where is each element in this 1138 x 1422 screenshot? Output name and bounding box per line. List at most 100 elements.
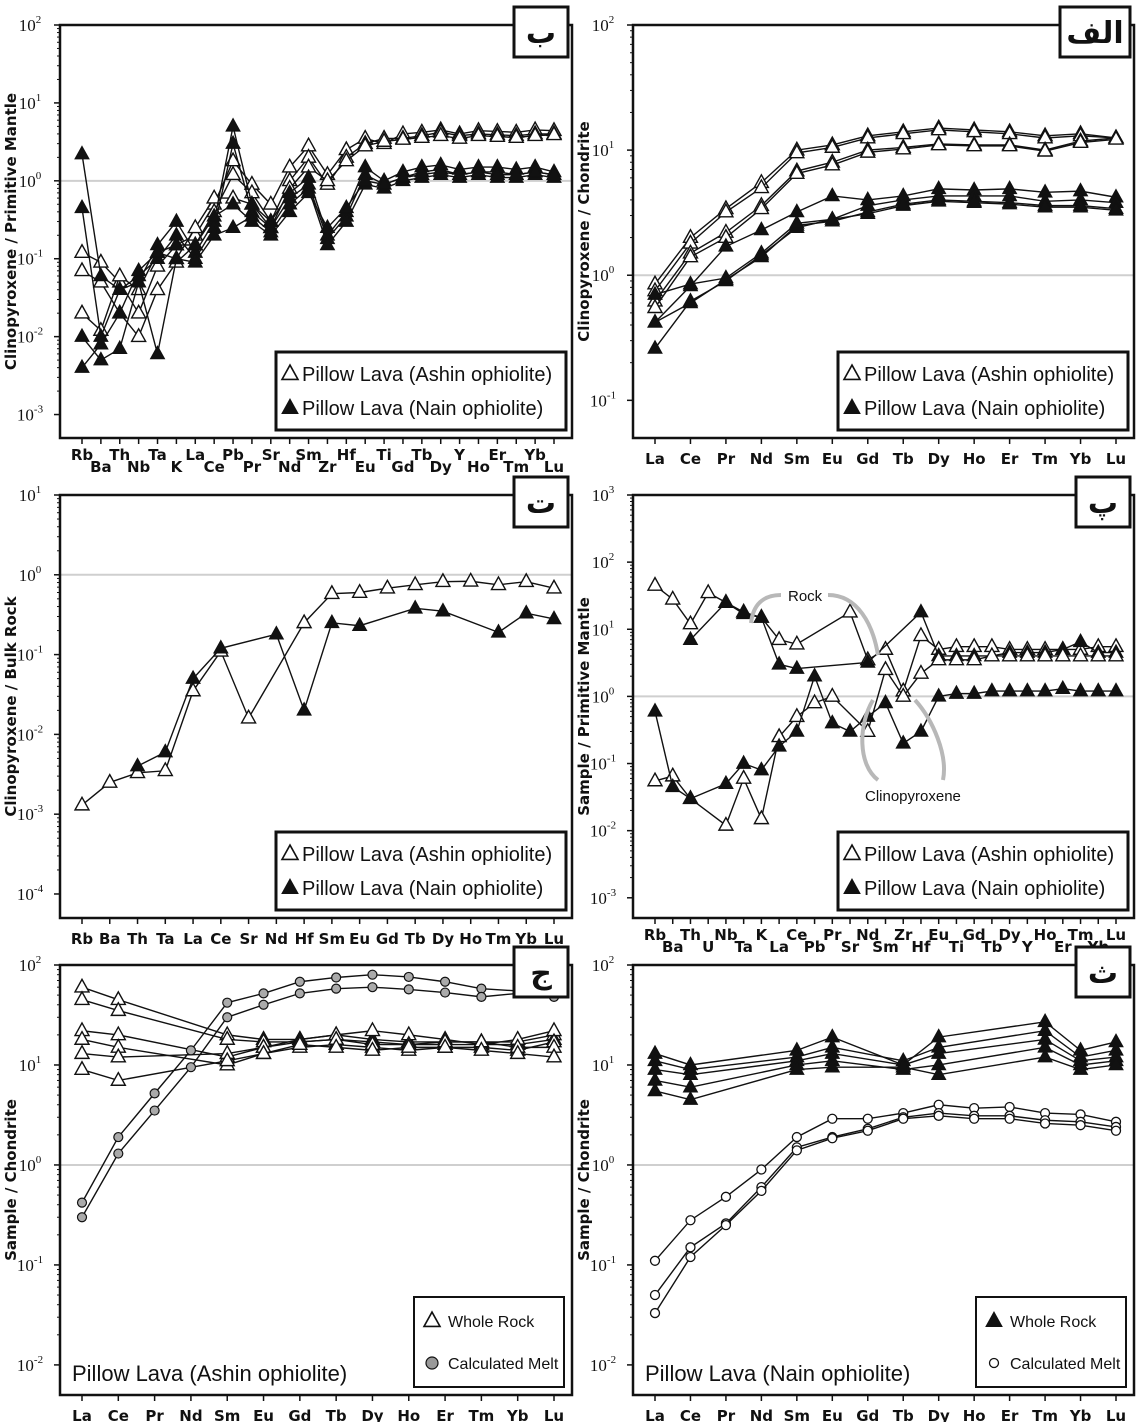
y-tick-label: 101 (19, 1054, 42, 1075)
data-point (357, 136, 374, 152)
series-2 (682, 593, 1124, 674)
data-point (518, 604, 535, 619)
y-tick-label: 10-2 (17, 723, 43, 744)
x-tick-label: Yb (1069, 450, 1092, 468)
legend-label: Pillow Lava (Nain ophiolite) (864, 878, 1105, 900)
data-point (395, 168, 411, 183)
data-point (149, 243, 166, 258)
data-point (788, 634, 806, 650)
data-point (331, 972, 342, 983)
data-point (219, 1051, 236, 1067)
series-line (654, 1104, 1117, 1262)
data-point (788, 707, 806, 723)
x-tick-label: Nd (856, 926, 879, 944)
data-point (113, 1131, 124, 1143)
data-point (788, 1060, 805, 1075)
data-point (700, 583, 717, 599)
x-tick-label: Pb (804, 938, 826, 956)
y-tick-label: 102 (592, 551, 615, 572)
series-line (654, 188, 1117, 323)
legend-symbol (842, 843, 862, 861)
legend-symbol (422, 1310, 442, 1328)
data-point (470, 126, 487, 142)
legend: Pillow Lava (Ashin ophiolite) Pillow Lava… (274, 830, 568, 912)
data-point (1001, 195, 1018, 210)
panel-tag-box (512, 945, 570, 999)
data-point (788, 143, 806, 159)
data-point (685, 1215, 696, 1226)
data-point (933, 1110, 944, 1121)
y-axis-title: Clinopyroxene / Chondrite (575, 121, 593, 341)
legend-symbol (843, 878, 861, 894)
data-point (219, 1030, 236, 1045)
x-tick-label: Lu (1106, 450, 1126, 468)
data-point (73, 1060, 91, 1076)
x-tick-label: Nb (127, 458, 151, 476)
y-tick-label: 10-1 (17, 644, 43, 665)
x-tick-label: Lu (544, 1407, 564, 1422)
data-point (895, 196, 912, 211)
data-point (111, 339, 128, 354)
data-point (1019, 682, 1036, 697)
x-tick-label: Ta (156, 930, 174, 948)
panel-note: Pillow Lava (Nain ophiolite) (645, 1361, 910, 1386)
chart-panel-6: 102 101 100 10-1 10-2 La Ce Pr Nd Sm Eu Gd Tb Dy Ho Er T… (575, 945, 1136, 1422)
data-point (295, 613, 313, 629)
series-1 (73, 571, 563, 811)
data-point (92, 253, 110, 268)
panel-tag: ت (526, 486, 556, 521)
data-point (489, 165, 506, 180)
data-point (753, 178, 770, 194)
legend-symbol (843, 398, 861, 414)
x-tick-label: Ba (90, 458, 112, 476)
data-point (509, 1044, 526, 1060)
data-point (185, 1045, 197, 1056)
y-tick-label: 103 (592, 484, 615, 505)
data-point (753, 199, 770, 215)
data-point (984, 682, 1000, 697)
y-axis-title: Sample / Primitive Mantle (575, 597, 593, 816)
data-point (1036, 646, 1054, 662)
data-point (824, 155, 841, 171)
data-point (1108, 1056, 1124, 1071)
chart-panel-3: 101 100 10-1 10-2 10-3 10-4 Rb Ba Th Ta La Ce Sr Nd Hf… (2, 475, 574, 948)
data-point (185, 1062, 197, 1073)
x-tick-label: Gd (856, 1407, 879, 1422)
x-tick-label: Ho (963, 1407, 986, 1422)
y-tick-label: 10-3 (590, 887, 617, 908)
data-point (1037, 682, 1053, 697)
data-point (824, 687, 841, 702)
chart-panel-5: 102 101 100 10-1 10-2 La Ce Pr Nd Sm Eu Gd Tb Dy Ho Er T… (2, 945, 574, 1422)
data-point (439, 987, 451, 998)
y-tick-label: 100 (19, 1154, 42, 1175)
data-point (717, 202, 735, 218)
legend-box (274, 830, 568, 912)
data-point (407, 599, 424, 614)
data-point (1004, 1101, 1015, 1113)
legend-symbol (985, 1311, 1003, 1327)
data-point (965, 136, 983, 152)
series-line (81, 1038, 555, 1066)
y-tick-label: 100 (592, 685, 615, 706)
y-tick-label: 101 (592, 618, 615, 639)
data-point (130, 273, 147, 288)
x-tick-label: Pr (717, 1407, 736, 1422)
data-point (130, 327, 147, 343)
data-point (129, 757, 146, 772)
data-point (859, 143, 876, 158)
y-tick-label: 100 (592, 1154, 615, 1175)
data-point (168, 236, 185, 251)
data-point (877, 694, 894, 709)
data-point (841, 602, 859, 618)
y-tick-label: 10-2 (17, 1354, 43, 1375)
x-tick-label: Ce (108, 1407, 129, 1422)
data-point (434, 572, 452, 588)
legend: Pillow Lava (Ashin ophiolite) Pillow Lava… (836, 350, 1130, 432)
data-point (73, 1044, 91, 1060)
data-point (294, 976, 305, 987)
y-tick-label: 100 (19, 564, 42, 585)
y-tick-label: 100 (592, 264, 615, 285)
data-point (1072, 133, 1089, 149)
x-tick-label: Pr (717, 450, 736, 468)
data-point (1054, 679, 1071, 695)
